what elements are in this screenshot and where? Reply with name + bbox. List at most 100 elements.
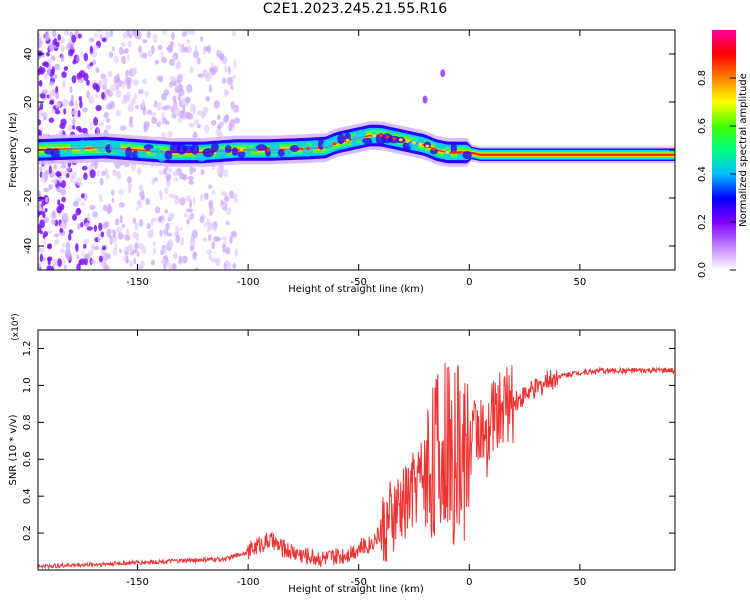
noise-blob [38, 246, 41, 253]
noise-blob [106, 228, 111, 238]
noise-blob [191, 229, 198, 239]
noise-blob [38, 119, 42, 126]
noise-blob [175, 61, 182, 70]
noise-blob [79, 100, 83, 109]
ridge-blob [211, 142, 219, 152]
noise-blob [121, 80, 127, 85]
snr-y-multiplier: (x10⁴) [11, 313, 21, 340]
noise-blob [112, 169, 117, 177]
noise-blob [197, 73, 204, 78]
noise-blob [115, 77, 121, 83]
noise-blob [192, 196, 196, 206]
noise-blob [118, 188, 124, 196]
noise-blob [150, 45, 155, 55]
noise-blob [210, 257, 217, 263]
snr-frame [37, 329, 676, 571]
noise-blob [200, 36, 204, 42]
noise-blob [54, 233, 60, 238]
noise-blob [46, 51, 50, 57]
noise-blob [187, 175, 194, 181]
noise-blob [156, 102, 163, 111]
noise-blob [187, 215, 193, 221]
noise-blob [76, 263, 81, 270]
noise-blob [186, 219, 190, 225]
noise-blob [173, 195, 181, 205]
noise-blob [48, 184, 53, 190]
noise-blob [90, 259, 96, 264]
noise-blob [49, 80, 55, 86]
ridge-hotspot [385, 135, 390, 139]
noise-blob [177, 94, 182, 102]
ridge-blob [59, 149, 66, 157]
noise-blob [43, 238, 47, 245]
noise-blob [203, 222, 208, 228]
noise-blob [221, 243, 227, 250]
page-title: C2E1.2023.245.21.55.R16 [262, 1, 448, 17]
noise-blob [141, 99, 145, 107]
noise-blob [89, 62, 94, 67]
noise-blob [222, 248, 228, 253]
noise-blob [179, 197, 186, 206]
noise-blob [175, 225, 180, 236]
noise-blob [167, 239, 174, 248]
noise-blob [134, 30, 140, 39]
noise-blob [63, 108, 67, 115]
noise-blob [62, 213, 68, 221]
ridge-hotspot [299, 147, 304, 151]
noise-blob [67, 124, 73, 132]
noise-blob [141, 245, 147, 254]
noise-blob [79, 258, 86, 266]
ridge-blob [450, 142, 458, 155]
noise-blob [220, 191, 227, 196]
noise-blob [211, 189, 216, 196]
snr-line [38, 362, 675, 570]
noise-blob [126, 176, 132, 184]
noise-blob [88, 37, 95, 43]
noise-blob [220, 199, 224, 205]
noise-blob [90, 162, 97, 167]
noise-blob [101, 37, 107, 42]
noise-blob [225, 246, 231, 255]
noise-blob [135, 206, 139, 212]
spectrogram-y-ticks: -40 -20 0 20 40 [23, 48, 675, 254]
noise-blob [72, 125, 76, 130]
noise-blob [232, 263, 237, 269]
noise-blob [183, 46, 189, 53]
noise-blob [226, 207, 232, 215]
noise-blob [173, 177, 179, 182]
noise-blob [127, 40, 132, 48]
noise-blob [135, 104, 139, 110]
noise-blob [101, 245, 107, 251]
noise-blob [224, 65, 228, 73]
noise-blob [169, 213, 175, 219]
noise-blob [52, 164, 58, 170]
noise-blob [86, 79, 90, 86]
noise-blob [59, 221, 66, 229]
noise-blob [154, 206, 161, 214]
ridge-blob [191, 143, 200, 155]
noise-blob [166, 232, 173, 237]
ridge-blob [97, 140, 107, 153]
noise-blob [71, 75, 77, 84]
noise-blob [130, 162, 137, 172]
noise-blob [57, 258, 62, 268]
noise-blob [78, 128, 83, 133]
noise-blob [202, 69, 209, 78]
noise-blob [178, 255, 182, 263]
ridge-hotspot [266, 148, 271, 152]
spectrogram-x-ticks: -150 -100 -50 0 50 [126, 30, 586, 288]
noise-blob [157, 45, 163, 51]
noise-blob [55, 92, 60, 100]
noise-blob [223, 240, 227, 245]
noise-blob [68, 229, 74, 234]
noise-blob [213, 236, 220, 243]
noise-blob [101, 171, 106, 177]
noise-blob [121, 55, 126, 65]
noise-blob [51, 108, 56, 114]
noise-blob [89, 169, 96, 179]
noise-blob [168, 262, 172, 270]
noise-blob [110, 84, 117, 92]
noise-blob [44, 33, 50, 42]
noise-blob [62, 79, 66, 89]
noise-blob [75, 208, 81, 216]
